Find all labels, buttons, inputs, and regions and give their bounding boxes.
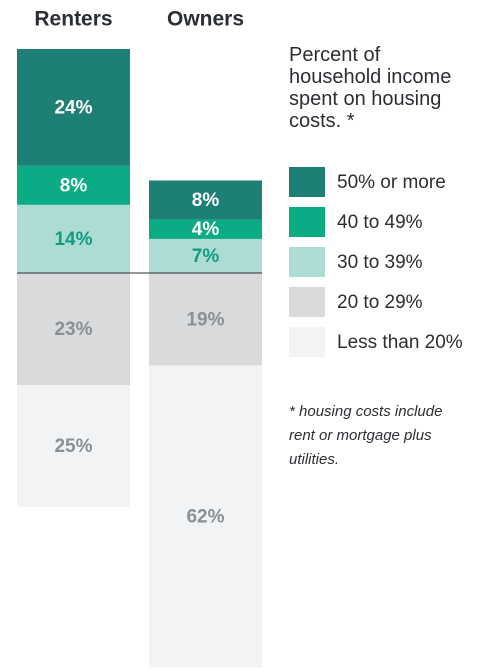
legend-label: 40 to 49% bbox=[337, 212, 423, 233]
category-label: Owners bbox=[167, 8, 244, 31]
value-label: 62% bbox=[186, 507, 224, 528]
legend-label: 20 to 29% bbox=[337, 292, 423, 313]
value-label: 19% bbox=[186, 309, 224, 330]
bar-segment bbox=[17, 273, 130, 386]
bar-segment bbox=[17, 204, 130, 273]
value-label: 8% bbox=[60, 175, 88, 196]
legend-swatch bbox=[289, 207, 325, 237]
value-label: 23% bbox=[54, 319, 92, 340]
legend-label: 50% or more bbox=[337, 172, 446, 193]
value-label: 4% bbox=[192, 219, 220, 240]
value-label: 24% bbox=[54, 97, 92, 118]
footnote: * housing costs include rent or mortgage… bbox=[289, 403, 443, 468]
legend-title: Percent of household income spent on hou… bbox=[289, 44, 452, 132]
bar-segment bbox=[149, 219, 262, 239]
bar-segment bbox=[149, 180, 262, 220]
legend-swatch bbox=[289, 167, 325, 197]
bar-segment bbox=[149, 238, 262, 273]
value-label: 14% bbox=[54, 229, 92, 250]
legend-swatch bbox=[289, 287, 325, 317]
legend-label: 30 to 39% bbox=[337, 252, 423, 273]
value-label: 8% bbox=[192, 190, 220, 211]
legend-swatch bbox=[289, 247, 325, 277]
bar-segment bbox=[17, 385, 130, 507]
value-label: 7% bbox=[192, 246, 220, 267]
bar-segment bbox=[17, 48, 130, 166]
bar-segment bbox=[149, 273, 262, 366]
legend-label: Less than 20% bbox=[337, 332, 463, 353]
bar-segment bbox=[17, 165, 130, 205]
value-label: 25% bbox=[54, 436, 92, 457]
legend-swatch bbox=[289, 327, 325, 357]
category-label: Renters bbox=[34, 8, 112, 31]
bar-segment bbox=[149, 365, 262, 668]
